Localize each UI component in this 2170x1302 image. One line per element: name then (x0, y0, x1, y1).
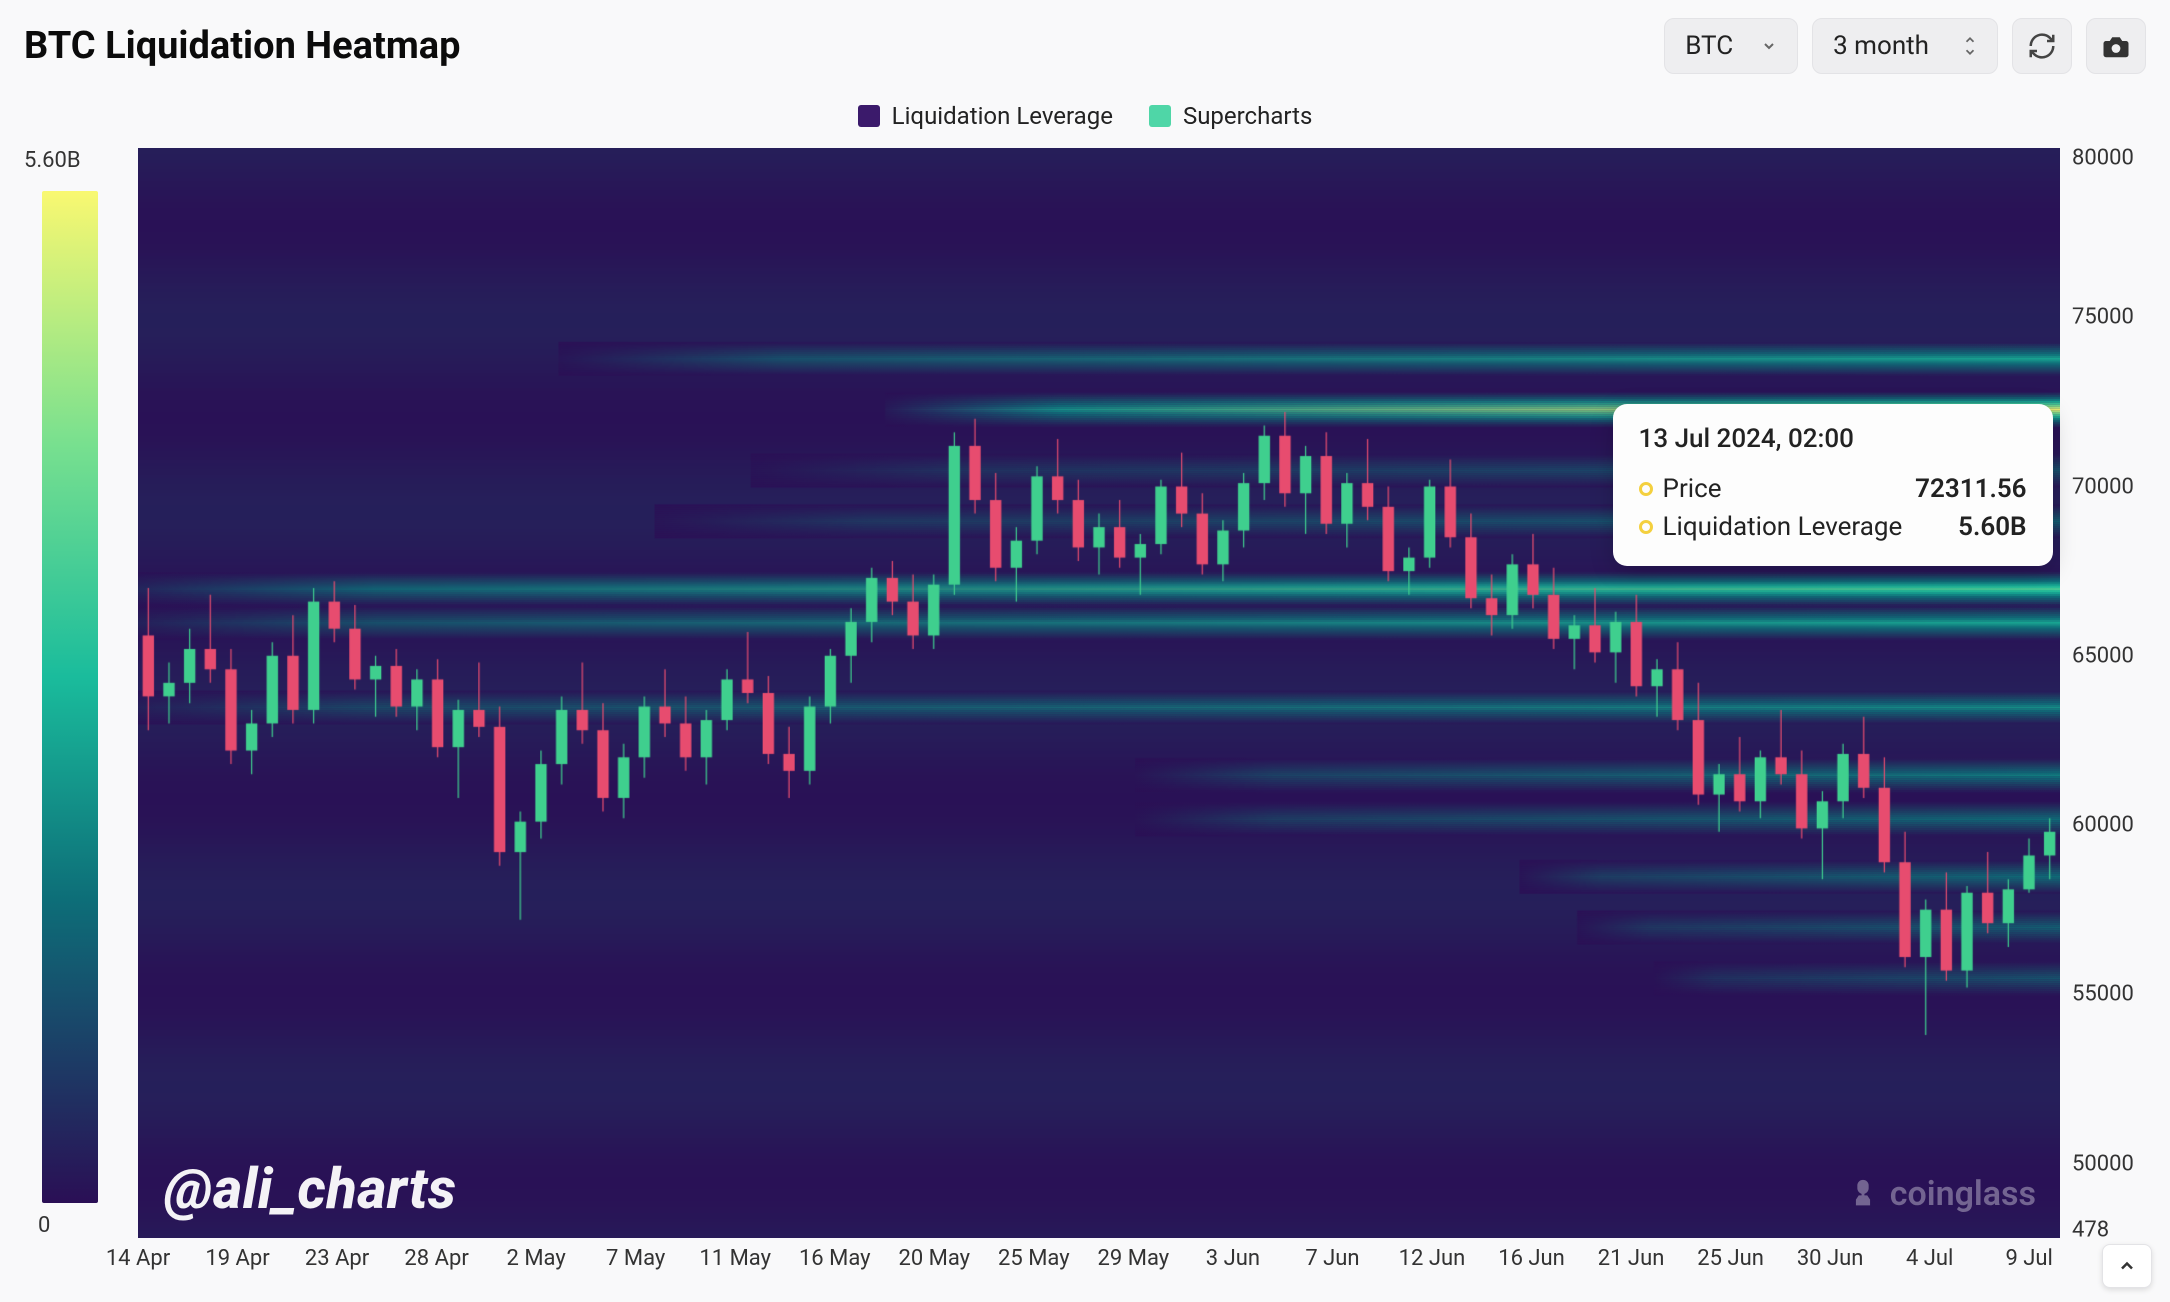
scroll-top-button[interactable] (2102, 1244, 2152, 1288)
x-tick-label: 3 Jun (1206, 1246, 1260, 1271)
chevron-up-icon (2117, 1256, 2137, 1276)
page-title: BTC Liquidation Heatmap (24, 24, 460, 68)
x-tick-label: 28 Apr (404, 1246, 468, 1271)
up-down-icon (1963, 35, 1977, 57)
tooltip-date: 13 Jul 2024, 02:00 (1639, 424, 2027, 454)
chevron-down-icon (1761, 31, 1777, 61)
x-tick-label: 7 May (606, 1246, 665, 1271)
y-tick-label: 70000 (2072, 474, 2134, 499)
tooltip: 13 Jul 2024, 02:00 Price 72311.56 Liquid… (1613, 404, 2053, 566)
tooltip-row: Liquidation Leverage 5.60B (1639, 508, 2027, 546)
x-tick-label: 20 May (898, 1246, 970, 1271)
x-tick-label: 12 Jun (1399, 1246, 1466, 1271)
watermark-brand-text: coinglass (1890, 1174, 2036, 1214)
x-tick-label: 19 Apr (205, 1246, 269, 1271)
x-tick-label: 30 Jun (1797, 1246, 1864, 1271)
snapshot-button[interactable] (2086, 18, 2146, 74)
refresh-icon (2027, 31, 2057, 61)
x-tick-label: 7 Jun (1305, 1246, 1359, 1271)
x-tick-label: 9 Jul (2005, 1246, 2052, 1271)
legend-swatch (1149, 105, 1171, 127)
bullet-icon (1639, 520, 1653, 534)
x-axis: 14 Apr 19 Apr 23 Apr 28 Apr 2 May 7 May 11 May… (20, 1238, 2150, 1286)
y-tick-label: 75000 (2072, 305, 2134, 330)
legend: Liquidation Leverage Supercharts (0, 82, 2170, 148)
y-tick-label: 50000 (2072, 1151, 2134, 1176)
x-tick-label: 29 May (1098, 1246, 1170, 1271)
tooltip-label: Liquidation Leverage (1663, 512, 1903, 542)
x-tick-label: 4 Jul (1906, 1246, 1953, 1271)
color-scale-min: 0 (38, 1213, 50, 1238)
symbol-select-value: BTC (1685, 31, 1733, 61)
legend-item[interactable]: Supercharts (1149, 102, 1312, 130)
symbol-select[interactable]: BTC (1664, 18, 1798, 74)
y-tick-label: 60000 (2072, 813, 2134, 838)
x-tick-label: 25 May (998, 1246, 1070, 1271)
refresh-button[interactable] (2012, 18, 2072, 74)
legend-label: Supercharts (1183, 102, 1312, 130)
brand-icon (1846, 1177, 1880, 1211)
color-scale-max: 5.60B (24, 148, 81, 173)
x-tick-label: 11 May (699, 1246, 771, 1271)
legend-swatch (858, 105, 880, 127)
period-select[interactable]: 3 month (1812, 18, 1998, 74)
bullet-icon (1639, 482, 1653, 496)
x-tick-label: 21 Jun (1598, 1246, 1665, 1271)
camera-icon (2101, 31, 2131, 61)
y-axis: 80000750007000065000600005500050000478 (2060, 148, 2150, 1238)
color-scale: 5.60B 0 (20, 148, 120, 1238)
legend-item[interactable]: Liquidation Leverage (858, 102, 1113, 130)
x-tick-label: 16 May (799, 1246, 871, 1271)
x-tick-label: 23 Apr (305, 1246, 369, 1271)
x-tick-label: 2 May (507, 1246, 566, 1271)
tooltip-value: 72311.56 (1915, 474, 2026, 504)
color-scale-bar (42, 191, 98, 1203)
heatmap-canvas[interactable] (138, 148, 2060, 1238)
x-tick-label: 25 Jun (1697, 1246, 1764, 1271)
watermark-brand: coinglass (1846, 1174, 2036, 1214)
watermark-handle: @ali_charts (164, 1156, 456, 1222)
y-tick-label: 65000 (2072, 643, 2134, 668)
legend-label: Liquidation Leverage (892, 102, 1113, 130)
x-tick-label: 16 Jun (1498, 1246, 1565, 1271)
header: BTC Liquidation Heatmap BTC 3 month (0, 0, 2170, 82)
y-tick-label: 55000 (2072, 982, 2134, 1007)
x-tick-label: 14 Apr (106, 1246, 170, 1271)
chart-container: 5.60B 0 @ali_charts coinglass 13 Jul 202… (0, 148, 2170, 1286)
tooltip-label: Price (1663, 474, 1722, 504)
period-select-value: 3 month (1833, 31, 1929, 61)
y-tick-label: 80000 (2072, 146, 2134, 171)
tooltip-row: Price 72311.56 (1639, 470, 2027, 508)
controls-group: BTC 3 month (1664, 18, 2146, 74)
plot-area[interactable]: @ali_charts coinglass 13 Jul 2024, 02:00… (138, 148, 2060, 1238)
tooltip-value: 5.60B (1958, 512, 2026, 542)
